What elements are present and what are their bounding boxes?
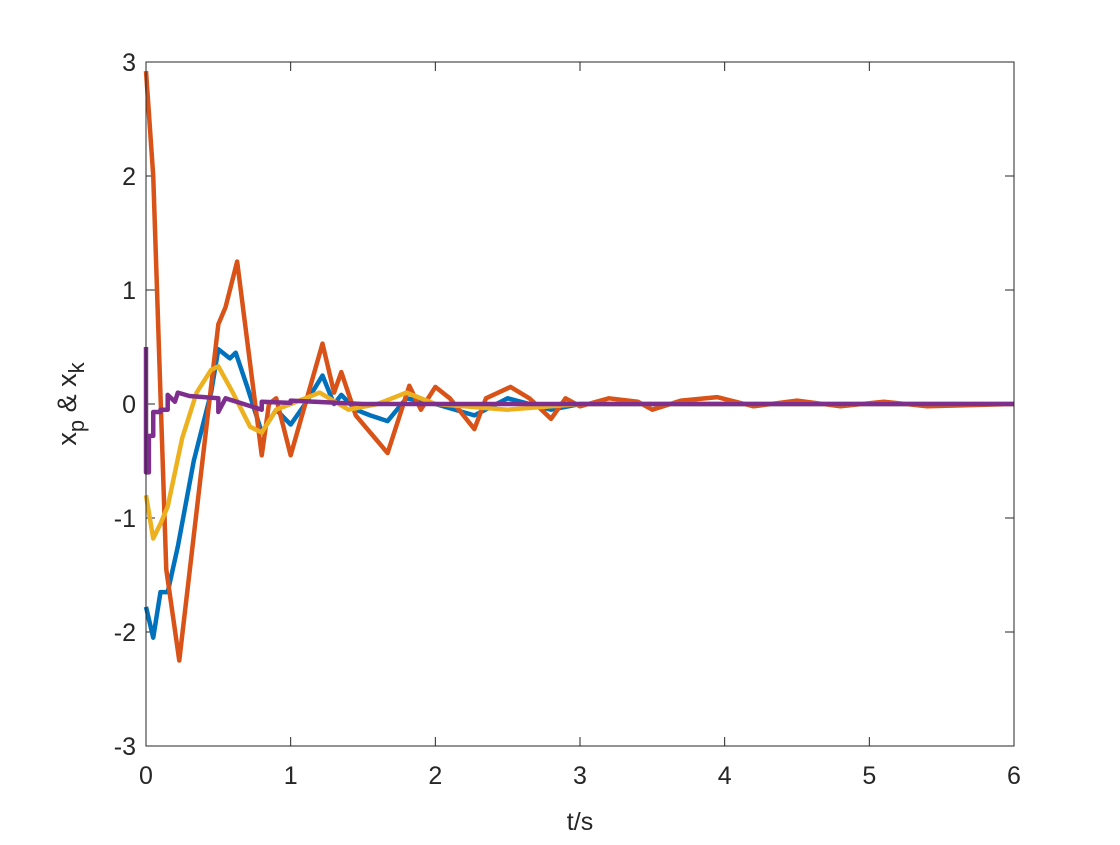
y-tick-label: 1 bbox=[122, 277, 136, 305]
y-tick-label: 0 bbox=[122, 391, 136, 419]
series-line bbox=[143, 364, 1014, 541]
y-tick-label: 2 bbox=[122, 163, 136, 191]
x-tick-label: 4 bbox=[718, 762, 732, 790]
x-tick-label: 3 bbox=[573, 762, 587, 790]
x-tick-label: 6 bbox=[1007, 762, 1021, 790]
series-line bbox=[143, 347, 1014, 475]
y-tick-label: -2 bbox=[114, 619, 136, 647]
y-tick-label: 3 bbox=[122, 49, 136, 77]
x-axis-label: t/s bbox=[567, 808, 593, 836]
y-axis-label: xp & xk bbox=[52, 361, 89, 445]
y-label-part: & x bbox=[52, 373, 82, 420]
x-tick-label: 5 bbox=[862, 762, 876, 790]
x-tick-label: 2 bbox=[428, 762, 442, 790]
y-label-sub: k bbox=[64, 361, 89, 373]
series-line bbox=[143, 70, 1015, 663]
y-tick-label: -1 bbox=[114, 505, 136, 533]
y-tick-label: -3 bbox=[114, 733, 136, 761]
y-label-part: x bbox=[52, 432, 82, 446]
series-line bbox=[143, 347, 1014, 640]
x-tick-label: 1 bbox=[284, 762, 298, 790]
plot-frame bbox=[145, 61, 1015, 747]
y-label-sub: p bbox=[64, 420, 89, 432]
x-tick-label: 0 bbox=[139, 762, 153, 790]
